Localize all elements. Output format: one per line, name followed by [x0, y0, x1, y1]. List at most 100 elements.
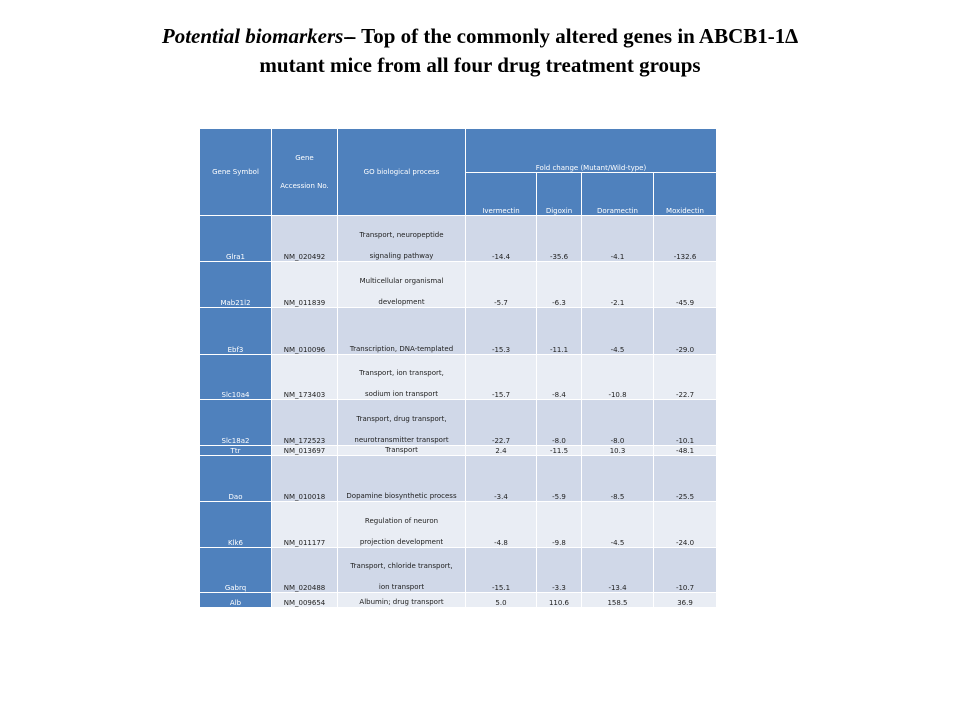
accession-cell: NM_173403 — [271, 354, 338, 400]
fold-change-value: -3.4 — [465, 455, 537, 502]
header-fold-change: Fold change (Mutant/Wild-type) — [465, 128, 717, 173]
fold-change-value: -9.8 — [536, 501, 582, 548]
table-row: Gabrq NM_020488 Transport, chloride transp… — [199, 547, 717, 593]
go-process-cell: Transcription, DNA-templated — [337, 307, 466, 355]
fold-change-value: -4.1 — [581, 215, 654, 262]
fold-change-value: -29.0 — [653, 307, 717, 355]
fold-change-value: 36.9 — [653, 592, 717, 608]
accession-cell: NM_010096 — [271, 307, 338, 355]
accession-cell: NM_011177 — [271, 501, 338, 548]
go-process-line-1: Multicellular organismal — [359, 277, 444, 285]
go-process-line-2: sodium ion transport — [364, 390, 439, 398]
fold-change-value: -11.5 — [536, 445, 582, 456]
gene-symbol-cell: Alb — [199, 592, 272, 608]
fold-change-value: -4.5 — [581, 501, 654, 548]
go-process-line-2: signaling pathway — [369, 252, 434, 260]
fold-change-value: -14.4 — [465, 215, 537, 262]
gene-symbol-cell: Ebf3 — [199, 307, 272, 355]
fold-change-value: -3.3 — [536, 547, 582, 593]
title-line-1: Potential biomarkers--- Top of the commo… — [0, 22, 960, 51]
fold-change-value: 158.5 — [581, 592, 654, 608]
table-row: Klk6 NM_011177 Regulation of neuron project… — [199, 501, 717, 548]
fold-change-value: -4.5 — [581, 307, 654, 355]
accession-cell: NM_009654 — [271, 592, 338, 608]
fold-change-value: -8.4 — [536, 354, 582, 400]
header-doramectin: Doramectin — [581, 172, 654, 216]
fold-change-value: 2.4 — [465, 445, 537, 456]
gene-symbol-cell: Ttr — [199, 445, 272, 456]
go-process-line-2: Transcription, DNA-templated — [349, 345, 454, 353]
fold-change-value: -15.3 — [465, 307, 537, 355]
fold-change-value: -10.7 — [653, 547, 717, 593]
gene-symbol-cell: Dao — [199, 455, 272, 502]
accession-cell: NM_172523 — [271, 399, 338, 446]
table-row: Slc18a2 NM_172523 Transport, drug transpor… — [199, 399, 717, 446]
gene-symbol-cell: Gabrq — [199, 547, 272, 593]
fold-change-value: -10.8 — [581, 354, 654, 400]
accession-cell: NM_020492 — [271, 215, 338, 262]
fold-change-value: -25.5 — [653, 455, 717, 502]
fold-change-value: -8.0 — [536, 399, 582, 446]
go-process-line-1: Transport, chloride transport, — [350, 562, 453, 570]
go-process-line-1: Regulation of neuron — [364, 517, 439, 525]
accession-cell: NM_020488 — [271, 547, 338, 593]
go-process-cell: Regulation of neuron projection developme… — [337, 501, 466, 548]
go-process-line-1: Transport, neuropeptide — [359, 231, 444, 239]
gene-symbol-cell: Slc10a4 — [199, 354, 272, 400]
go-process-cell: Transport, ion transport, sodium ion tran… — [337, 354, 466, 400]
fold-change-value: -11.1 — [536, 307, 582, 355]
fold-change-value: -132.6 — [653, 215, 717, 262]
table-row: Dao NM_010018 Dopamine biosynthetic proces… — [199, 455, 717, 502]
header-go-process: GO biological process — [337, 128, 466, 216]
go-process-cell: Transport, drug transport, neurotransmitt… — [337, 399, 466, 446]
table-row: Mab21l2 NM_011839 Multicellular organismal… — [199, 261, 717, 308]
table-row: Ebf3 NM_010096 Transcription, DNA-template… — [199, 307, 717, 355]
fold-change-value: -22.7 — [653, 354, 717, 400]
fold-change-value: 10.3 — [581, 445, 654, 456]
header-digoxin: Digoxin — [536, 172, 582, 216]
title-italic-part: Potential biomarkers — [161, 24, 344, 48]
gene-symbol-cell: Mab21l2 — [199, 261, 272, 308]
fold-change-value: -35.6 — [536, 215, 582, 262]
header-ivermectin: Ivermectin — [465, 172, 537, 216]
header-gene-accession: Gene Accession No. — [271, 128, 338, 216]
fold-change-value: -10.1 — [653, 399, 717, 446]
fold-change-value: -8.0 — [581, 399, 654, 446]
title-line-2: mutant mice from all four drug treatment… — [259, 53, 701, 77]
fold-change-value: -2.1 — [581, 261, 654, 308]
go-process-line-2: projection development — [359, 538, 444, 546]
table-row: Alb NM_009654 Albumin; drug transport 5.0 11… — [199, 592, 717, 608]
fold-change-value: -5.9 — [536, 455, 582, 502]
go-process-cell: Multicellular organismal development — [337, 261, 466, 308]
fold-change-value: -15.7 — [465, 354, 537, 400]
accession-cell: NM_010018 — [271, 455, 338, 502]
go-process-line-2: Transport — [385, 446, 418, 455]
fold-change-value: -5.7 — [465, 261, 537, 308]
fold-change-value: -4.8 — [465, 501, 537, 548]
go-process-cell: Transport, neuropeptide signaling pathway — [337, 215, 466, 262]
fold-change-value: -48.1 — [653, 445, 717, 456]
go-process-cell: Dopamine biosynthetic process — [337, 455, 466, 502]
fold-change-value: -13.4 — [581, 547, 654, 593]
slide-title: Potential biomarkers--- Top of the commo… — [0, 22, 960, 80]
table-row: Glra1 NM_020492 Transport, neuropeptide sig… — [199, 215, 717, 262]
fold-change-value: -8.5 — [581, 455, 654, 502]
header-gene-symbol: Gene Symbol — [199, 128, 272, 216]
go-process-line-2: development — [378, 298, 425, 306]
go-process-line-2: Albumin; drug transport — [359, 598, 444, 606]
fold-change-value: 5.0 — [465, 592, 537, 608]
fold-change-value: -22.7 — [465, 399, 537, 446]
biomarker-table: Gene Symbol Gene Accession No. GO biolog… — [199, 128, 717, 608]
go-process-line-1: Transport, drug transport, — [356, 415, 447, 423]
header-moxidectin: Moxidectin — [653, 172, 717, 216]
gene-symbol-cell: Klk6 — [199, 501, 272, 548]
table-row: Slc10a4 NM_173403 Transport, ion transport… — [199, 354, 717, 400]
gene-symbol-cell: Slc18a2 — [199, 399, 272, 446]
go-process-line-2: Dopamine biosynthetic process — [346, 492, 457, 500]
title-dash: --- — [343, 24, 356, 48]
go-process-cell: Transport — [337, 445, 466, 456]
go-process-line-2: ion transport — [378, 583, 425, 591]
fold-change-value: -24.0 — [653, 501, 717, 548]
go-process-cell: Transport, chloride transport, ion transp… — [337, 547, 466, 593]
fold-change-value: -45.9 — [653, 261, 717, 308]
